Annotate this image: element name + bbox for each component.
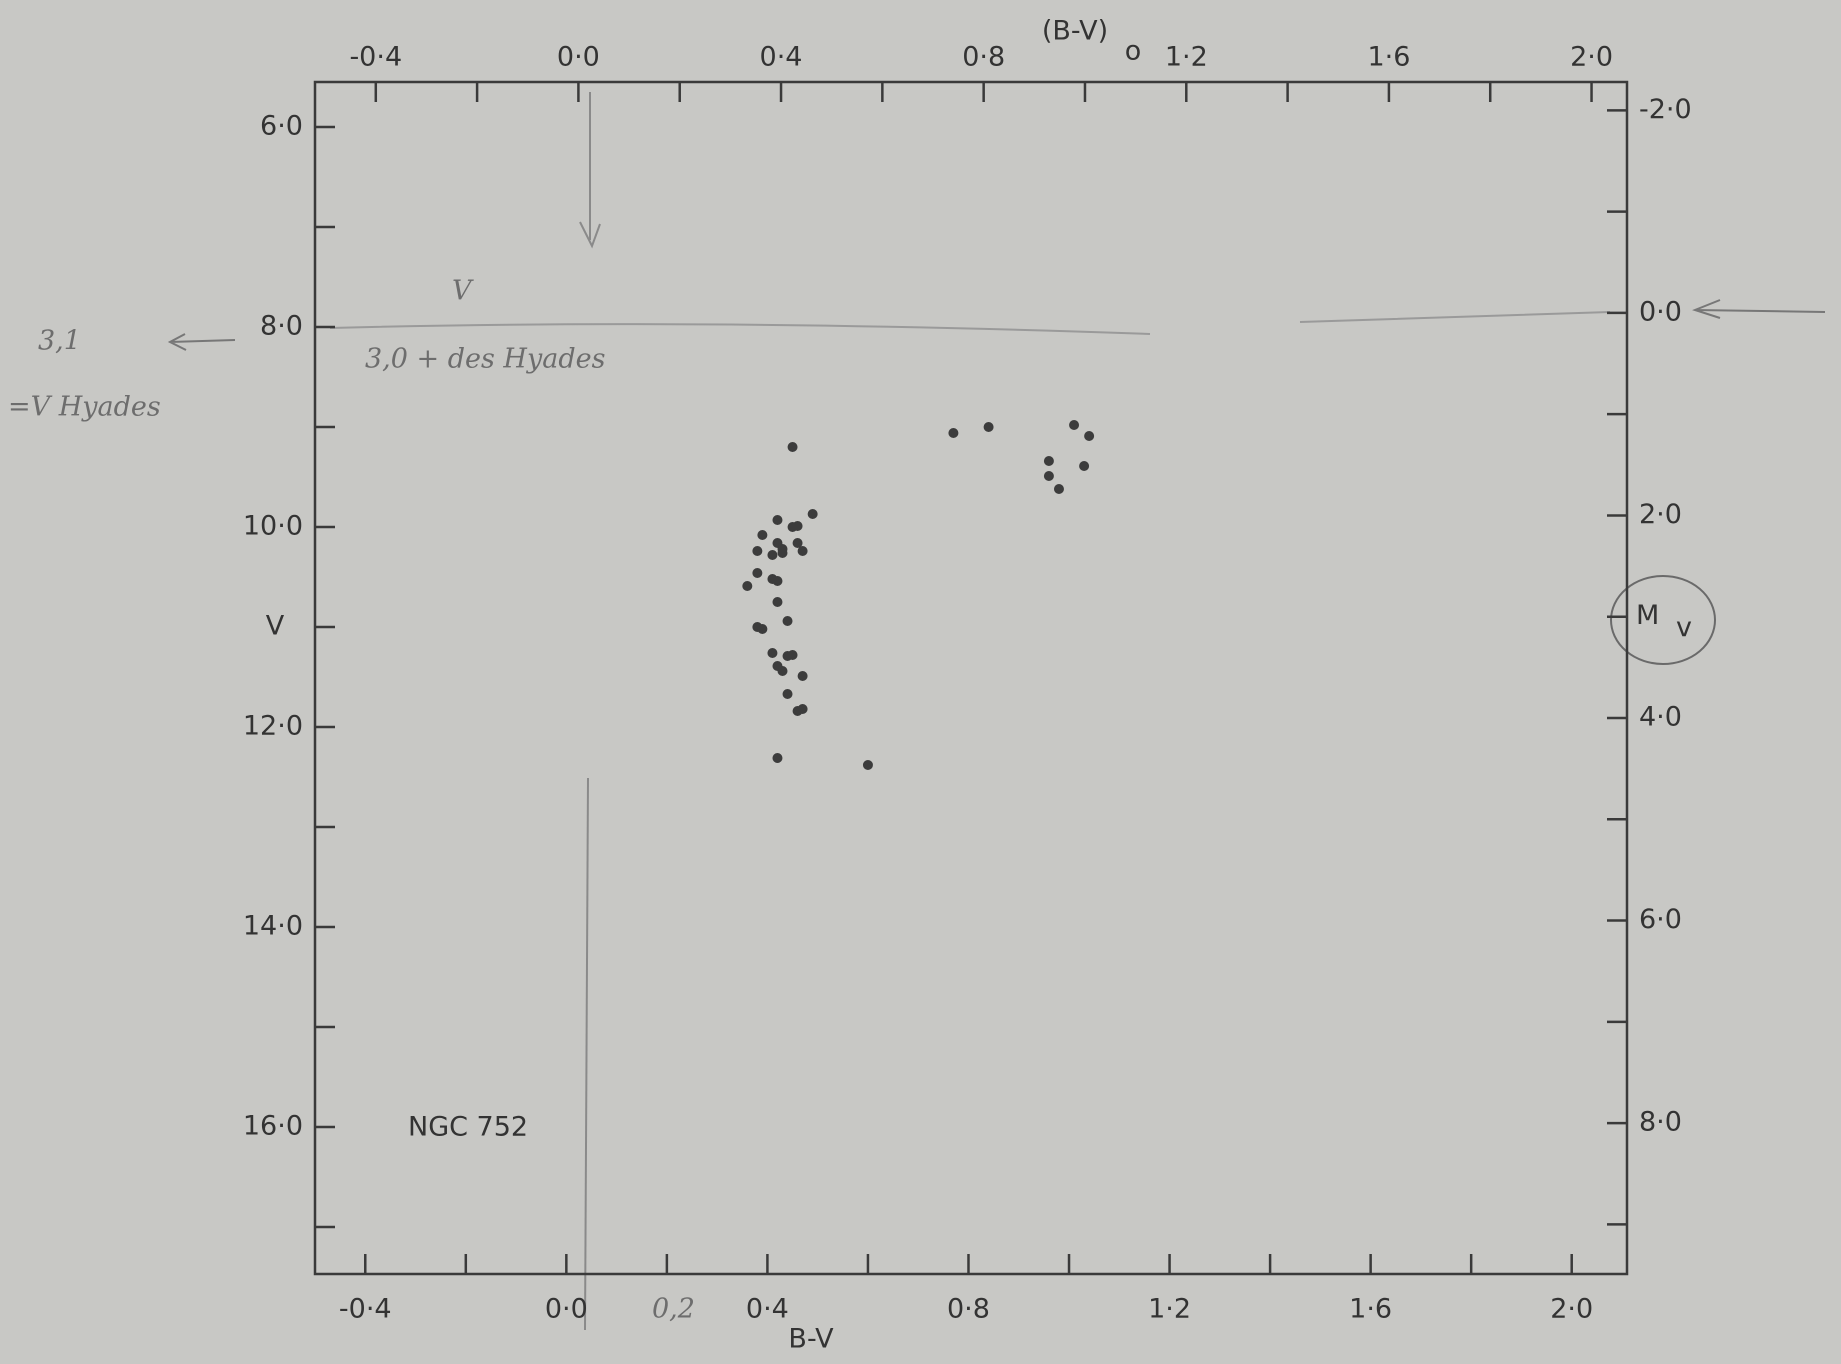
data-point [983,422,994,432]
x-axis-title: B-V [788,1324,834,1355]
y2-tick-label: 6·0 [1639,904,1682,935]
y2-tick-label: 0·0 [1639,296,1682,327]
data-point [1084,431,1095,441]
data-point [752,568,763,578]
data-point [772,597,783,607]
data-point [787,650,798,660]
data-point [797,704,808,714]
x2-tick-label: 1·2 [1165,42,1208,73]
y-tick-label: 16·0 [243,1111,303,1142]
data-point [782,689,793,699]
x-tick-label: 0·4 [746,1294,789,1325]
x2-tick-label: 1·6 [1367,42,1410,73]
data-point [792,521,803,531]
y2-tick-label: 4·0 [1639,702,1682,733]
data-point [1053,484,1064,494]
data-point [782,616,793,626]
y-tick-label: 8·0 [260,311,303,342]
data-point [777,666,788,676]
pencil-arrow [1692,299,1826,319]
pencil-arrow [167,333,236,351]
data-point [1043,456,1054,466]
x2-tick-label: 0·8 [962,42,1005,73]
data-point [742,581,753,591]
y-tick-label: 10·0 [243,511,303,542]
x-tick-label: 0·0 [545,1294,588,1325]
pencil-line [329,311,1611,335]
x-tick-label: 2·0 [1550,1294,1593,1325]
annotation: =V Hyades [8,392,161,423]
y-axis-title: V [266,611,285,642]
annotation: 3,1 [38,326,81,357]
data-point [772,576,783,586]
annotation: 0,2 [652,1294,695,1325]
x-tick-label: 1·2 [1148,1294,1191,1325]
y2-axis-title-sub: v [1676,612,1692,643]
x2-axis-title-sub: o [1125,36,1142,67]
data-point [772,753,783,763]
data-point [797,671,808,681]
y-tick-label: 6·0 [260,111,303,142]
x2-tick-label: -0·4 [349,42,402,73]
x-tick-label: 1·6 [1349,1294,1392,1325]
data-point [777,548,788,558]
y2-tick-label: -2·0 [1639,94,1692,125]
data-point [792,538,803,548]
annotation: NGC 752 [408,1112,528,1143]
pencil-arrow [579,92,601,249]
data-point [772,515,783,525]
data-point [757,624,768,634]
data-point [1079,461,1090,471]
y2-axis-title: M [1636,600,1659,631]
x-tick-label: -0·4 [339,1294,392,1325]
data-point [948,428,959,438]
data-point [1043,471,1054,481]
data-point [767,648,778,658]
data-point [757,530,768,540]
data-point [797,546,808,556]
pencil-line [584,777,589,1331]
data-point [767,550,778,560]
y2-tick-label: 8·0 [1639,1107,1682,1138]
y-tick-label: 14·0 [243,911,303,942]
x2-tick-label: 2·0 [1570,42,1613,73]
pencil-circle [1610,575,1716,665]
x2-axis-title: (B-V) [1042,16,1108,47]
data-point [1069,420,1080,430]
x2-tick-label: 0·0 [557,42,600,73]
data-point [752,546,763,556]
x-tick-label: 0·8 [947,1294,990,1325]
data-point [862,760,873,770]
data-point [807,509,818,519]
y-tick-label: 12·0 [243,711,303,742]
annotation: 3,0 + des Hyades [365,344,605,375]
data-point [787,442,798,452]
x2-tick-label: 0·4 [760,42,803,73]
annotation: V [452,276,474,307]
y2-tick-label: 2·0 [1639,499,1682,530]
plot-frame [313,80,1629,1276]
